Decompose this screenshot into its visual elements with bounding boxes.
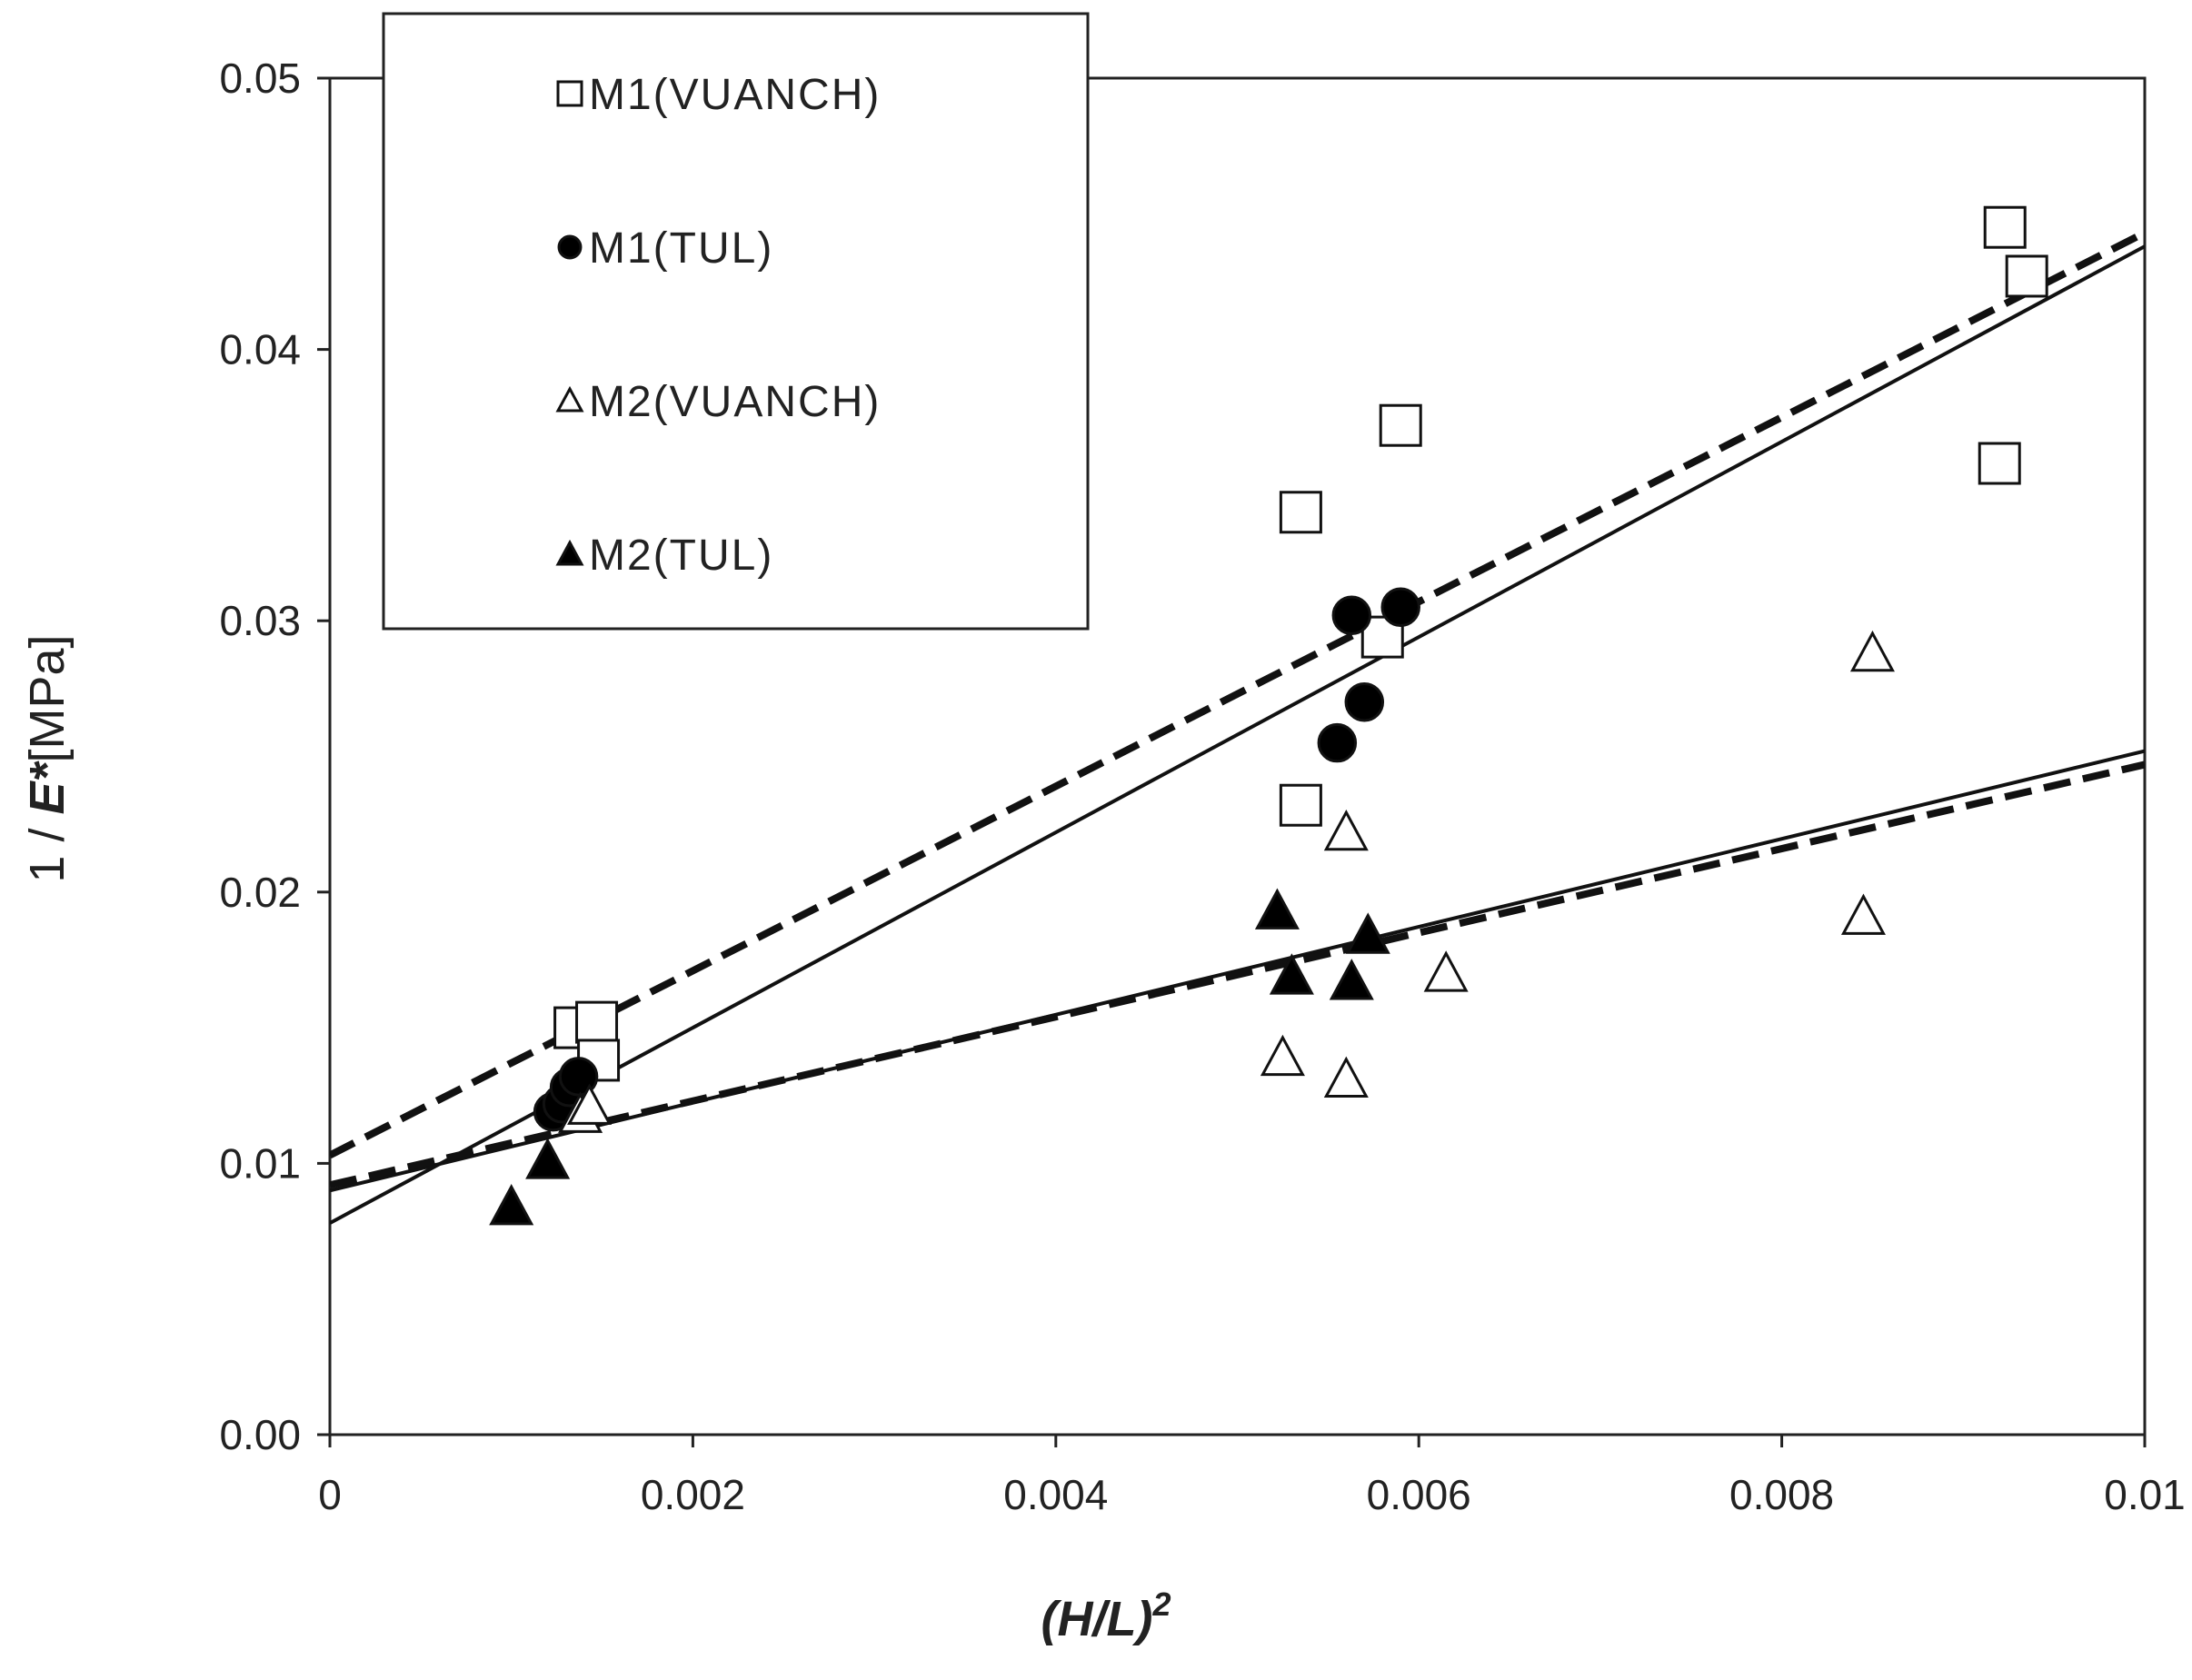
legend-marker-square-open	[556, 80, 583, 107]
point-triangle-open	[1423, 950, 1469, 992]
trendlines	[330, 229, 2145, 1225]
point-circle-filled	[1317, 722, 1358, 763]
y-axis-title: 1 / E*[MPa]	[20, 634, 75, 882]
y-tick-label: 0.04	[219, 326, 301, 373]
y-ticks: 0.00 0.01 0.02 0.03 0.04 0.05	[219, 55, 330, 1458]
legend-marker-triangle-filled	[555, 539, 584, 566]
point-triangle-filled	[1329, 959, 1374, 1000]
point-square-open	[1279, 491, 1322, 534]
trendline-solid	[330, 749, 2145, 1193]
point-square-open	[1983, 205, 2027, 249]
x-tick-label: 0.006	[1367, 1471, 1471, 1518]
point-triangle-open	[1849, 630, 1895, 672]
point-circle-filled	[1380, 587, 1420, 628]
y-tick-label: 0.00	[219, 1411, 301, 1458]
point-triangle-filled	[525, 1138, 571, 1179]
legend-marker-triangle-open	[555, 385, 584, 413]
point-square-open	[575, 1000, 619, 1044]
y-tick-label: 0.01	[219, 1139, 301, 1187]
legend-label: M2(VUANCH)	[589, 378, 881, 426]
point-circle-filled	[1344, 682, 1385, 722]
point-triangle-open	[1323, 809, 1369, 851]
x-tick-label: 0.004	[1003, 1471, 1108, 1518]
point-circle-filled	[558, 1057, 599, 1097]
point-triangle-filled	[1345, 912, 1390, 954]
x-axis-title: (H/L)2	[1041, 1586, 1171, 1646]
x-tick-label: 0.002	[641, 1471, 745, 1518]
y-tick-label: 0.03	[219, 597, 301, 644]
legend-marker-circle-filled	[557, 234, 583, 260]
x-ticks: 0 0.002 0.004 0.006 0.008 0.01	[318, 1435, 2186, 1518]
x-tick-label: 0.01	[2104, 1471, 2186, 1518]
point-triangle-filled	[1254, 888, 1300, 929]
data-points	[489, 205, 2048, 1226]
point-triangle-open	[567, 1083, 613, 1125]
trendline-dashed	[330, 229, 2145, 1159]
trendline-solid	[330, 244, 2145, 1225]
point-square-open	[1978, 442, 2021, 485]
point-triangle-open	[1323, 1056, 1369, 1098]
legend-box	[382, 12, 1090, 631]
point-square-open	[1279, 783, 1322, 827]
legend-label: M2(TUL)	[589, 532, 773, 580]
legend: M1(VUANCH) M1(TUL) M2(VUANCH) M2(TUL)	[382, 12, 1090, 631]
y-tick-label: 0.05	[219, 55, 301, 102]
legend-label: M1(TUL)	[589, 224, 773, 273]
point-triangle-open	[1840, 893, 1886, 935]
x-tick-label: 0	[318, 1471, 342, 1518]
point-triangle-open	[1260, 1034, 1305, 1077]
legend-label: M1(VUANCH)	[589, 71, 881, 119]
point-square-open	[1379, 403, 1422, 447]
trendline-dashed	[330, 760, 2145, 1189]
point-triangle-filled	[489, 1184, 534, 1226]
x-tick-label: 0.008	[1729, 1471, 1834, 1518]
point-square-open	[2005, 254, 2048, 298]
point-circle-filled	[1331, 595, 1372, 635]
y-tick-label: 0.02	[219, 869, 301, 916]
point-triangle-filled	[1269, 953, 1314, 995]
